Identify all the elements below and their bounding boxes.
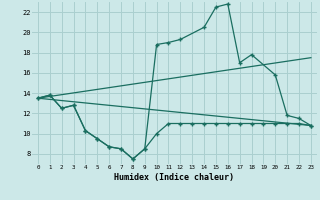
X-axis label: Humidex (Indice chaleur): Humidex (Indice chaleur) (115, 173, 234, 182)
